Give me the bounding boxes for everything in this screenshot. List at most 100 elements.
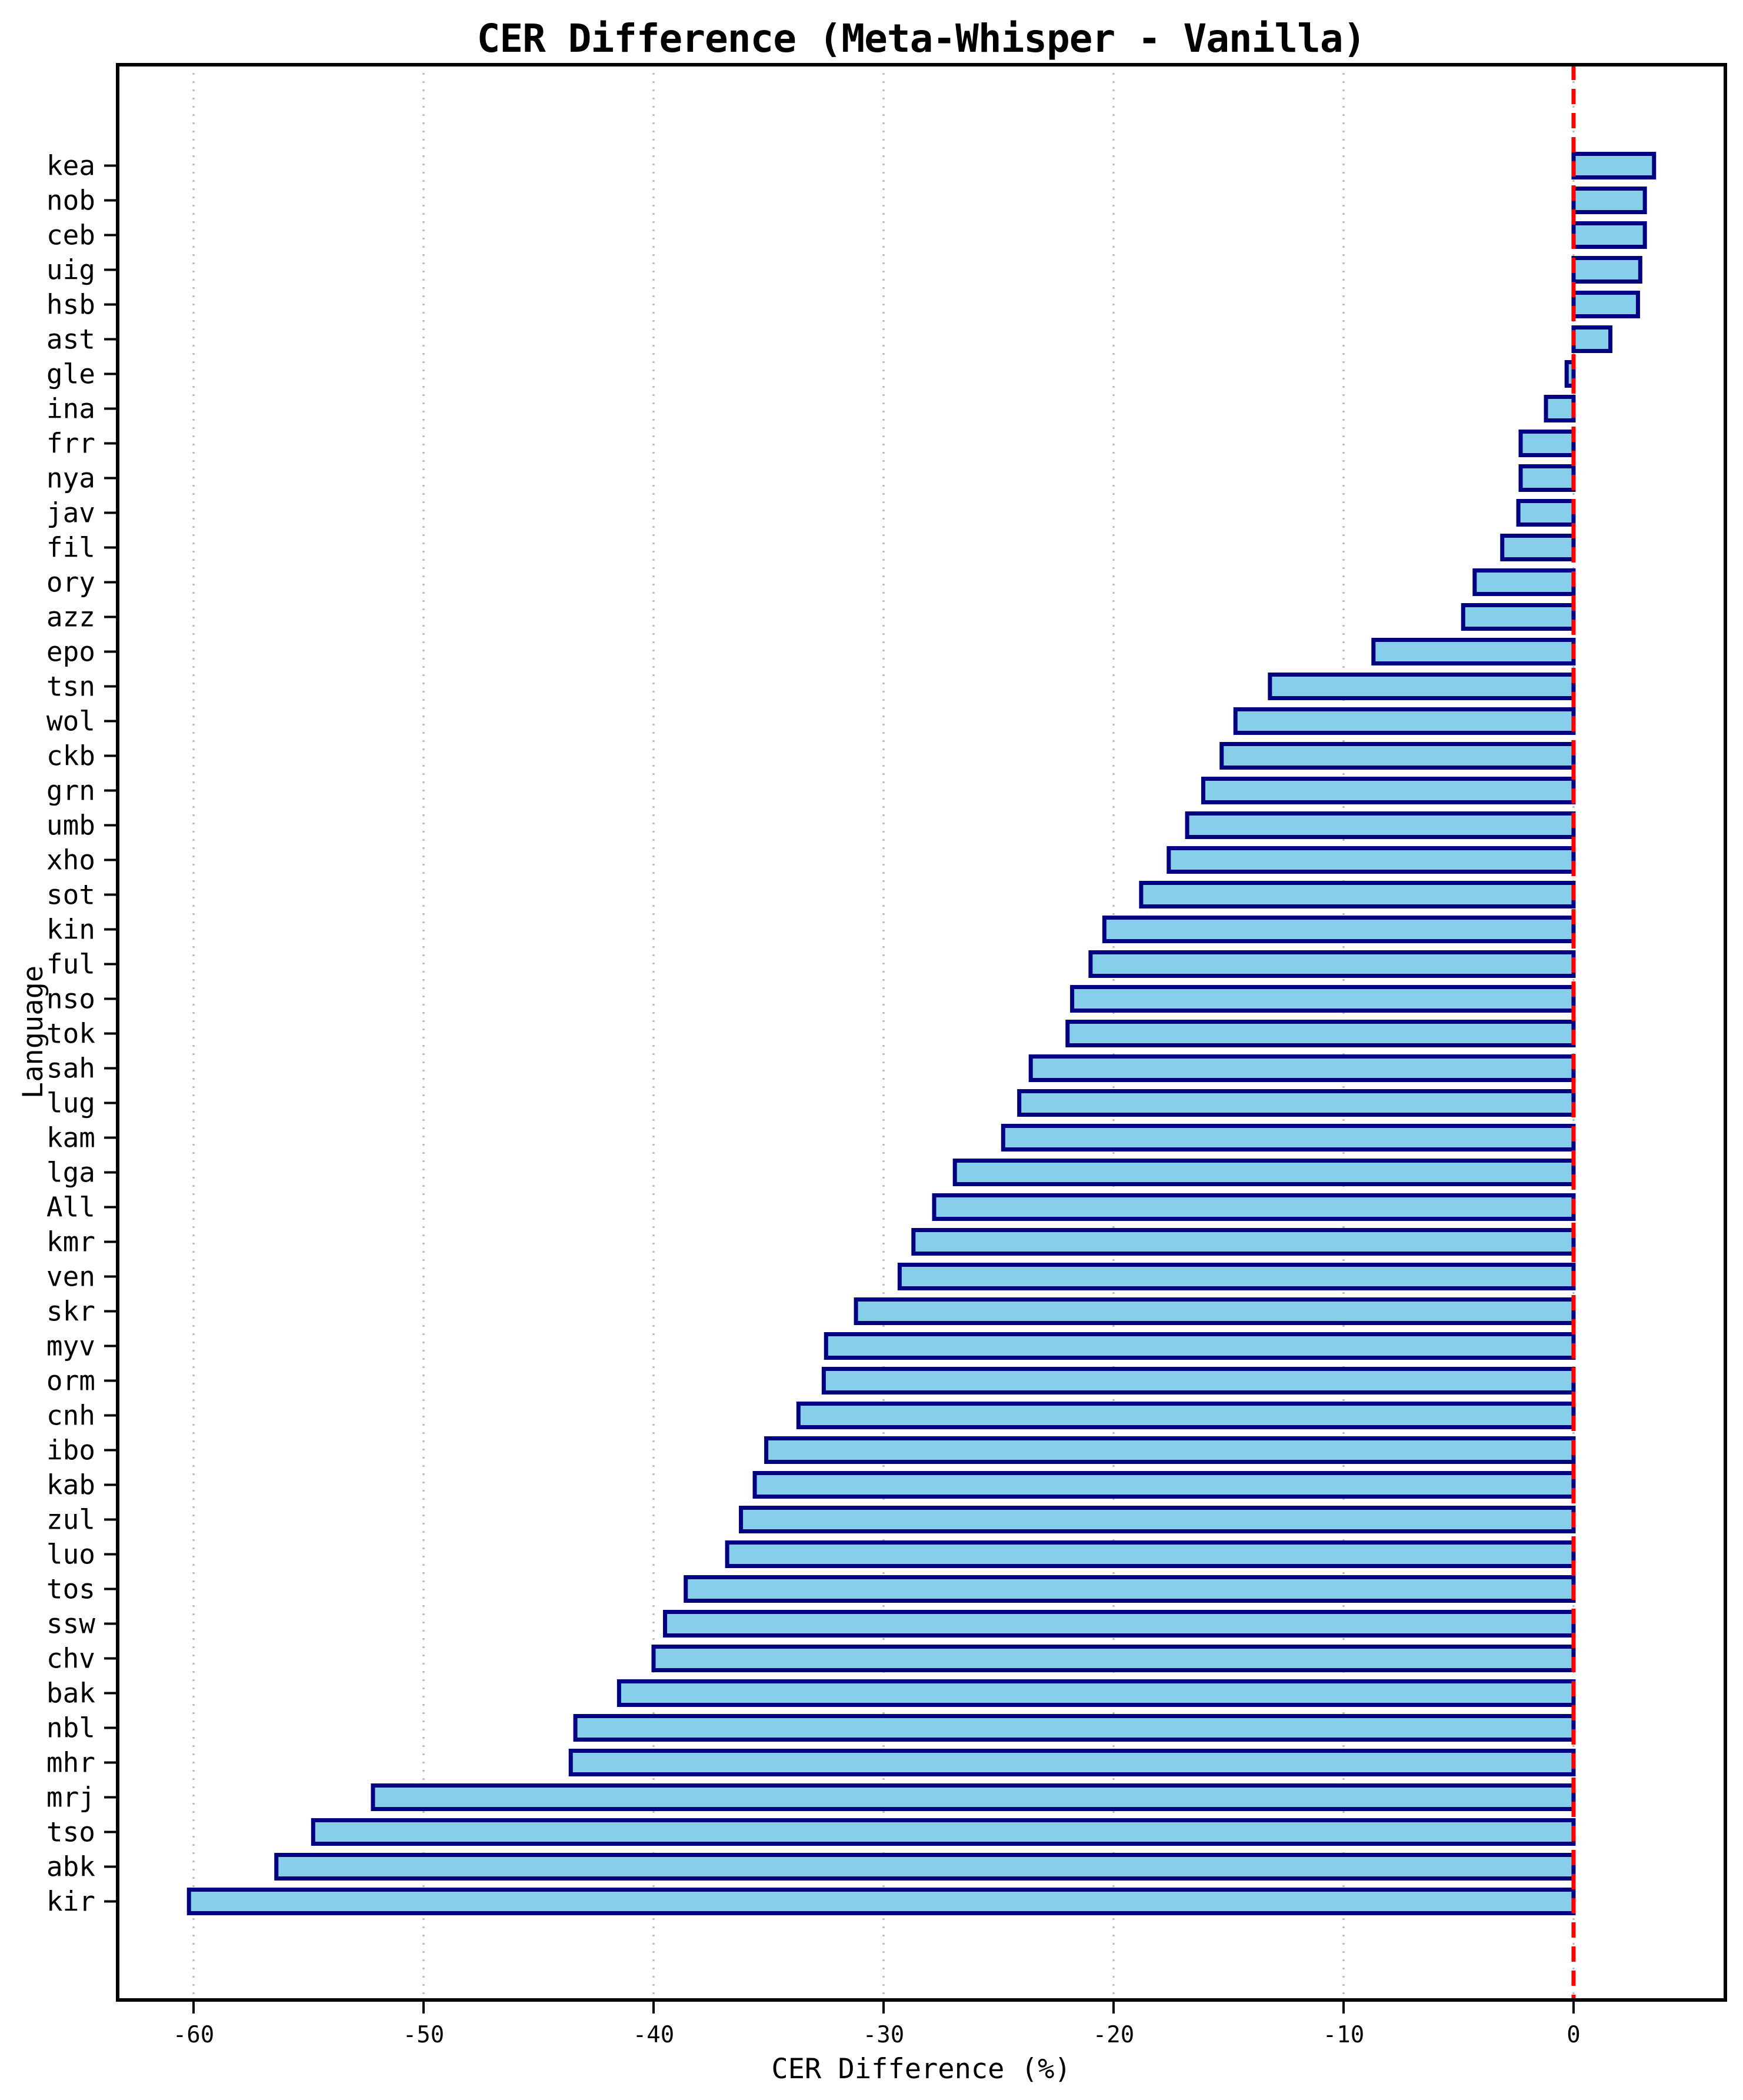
bar-azz	[1461, 603, 1576, 631]
y-tick-label: ssw	[46, 1608, 95, 1640]
y-tick-label: bak	[46, 1678, 95, 1709]
bar-ven	[897, 1263, 1576, 1290]
bar-kin	[1102, 916, 1576, 943]
bar-myv	[824, 1332, 1576, 1360]
y-tick-label: tso	[46, 1816, 95, 1848]
y-axis-label: Language	[17, 966, 49, 1099]
bar-ibo	[764, 1436, 1576, 1464]
y-tick-label: azz	[46, 601, 95, 633]
y-tick-label: cnh	[46, 1400, 95, 1432]
bar-ory	[1472, 568, 1576, 596]
bar-sah	[1028, 1054, 1576, 1082]
y-tick-label: ceb	[46, 219, 95, 251]
y-tick-label: xho	[46, 844, 95, 876]
y-tick-label: abk	[46, 1851, 95, 1883]
y-tick-label: ful	[46, 949, 95, 980]
bar-lug	[1017, 1089, 1576, 1117]
bar-nbl	[573, 1714, 1576, 1742]
bar-mhr	[568, 1749, 1576, 1776]
x-tick-label: -60	[173, 2022, 214, 2048]
bar-nob	[1571, 187, 1647, 214]
bar-ssw	[663, 1610, 1576, 1638]
bar-nso	[1070, 985, 1576, 1013]
x-tick-label: -20	[1093, 2022, 1134, 2048]
y-tick-label: ina	[46, 393, 95, 425]
y-tick-label: ckb	[46, 740, 95, 772]
bar-xho	[1167, 846, 1576, 874]
bar-ast	[1571, 325, 1613, 353]
y-tick-label: orm	[46, 1365, 95, 1397]
bar-kmr	[911, 1228, 1576, 1256]
y-tick-label: nob	[46, 185, 95, 217]
bar-kam	[1001, 1124, 1576, 1151]
y-tick-label: ven	[46, 1261, 95, 1293]
y-tick-label: tok	[46, 1018, 95, 1050]
bar-wol	[1233, 707, 1576, 735]
bar-lga	[952, 1159, 1576, 1186]
bar-zul	[739, 1506, 1576, 1533]
y-tick-label: hsb	[46, 289, 95, 321]
bar-tso	[311, 1818, 1576, 1846]
bar-All	[932, 1193, 1576, 1221]
y-tick-label: jav	[46, 497, 95, 529]
y-tick-label: lga	[46, 1157, 95, 1189]
x-tick-label: -30	[863, 2022, 904, 2048]
bar-abk	[274, 1853, 1576, 1881]
bar-ina	[1544, 395, 1576, 422]
y-tick-label: frr	[46, 428, 95, 460]
bar-uig	[1571, 256, 1642, 284]
bar-orm	[821, 1367, 1576, 1395]
x-tick-label: 0	[1567, 2022, 1580, 2048]
bar-sot	[1139, 881, 1576, 908]
y-tick-label: tos	[46, 1573, 95, 1605]
bar-ckb	[1219, 742, 1576, 770]
bar-hsb	[1571, 291, 1640, 318]
bar-tok	[1065, 1020, 1576, 1047]
bar-epo	[1371, 638, 1576, 665]
y-tick-label: kmr	[46, 1226, 95, 1258]
y-tick-label: sot	[46, 879, 95, 911]
y-tick-label: kea	[46, 150, 95, 182]
y-tick-label: kam	[46, 1122, 95, 1154]
y-tick-label: nya	[46, 462, 95, 494]
y-tick-label: ast	[46, 324, 95, 355]
bar-kir	[186, 1888, 1576, 1915]
y-tick-label: chv	[46, 1643, 95, 1675]
y-tick-label: kin	[46, 914, 95, 946]
bar-kea	[1571, 152, 1657, 179]
bar-cnh	[796, 1402, 1576, 1429]
y-tick-label: sah	[46, 1053, 95, 1084]
y-tick-label: skr	[46, 1296, 95, 1327]
y-tick-label: uig	[46, 254, 95, 286]
bar-skr	[854, 1297, 1576, 1325]
y-tick-label: grn	[46, 775, 95, 807]
y-tick-label: zul	[46, 1504, 95, 1536]
bar-fil	[1500, 534, 1576, 561]
y-tick-label: All	[46, 1192, 95, 1223]
bar-frr	[1518, 430, 1576, 457]
y-tick-label: mrj	[46, 1782, 95, 1813]
y-tick-label: nbl	[46, 1712, 95, 1744]
x-tick-label: -50	[403, 2022, 444, 2048]
bars	[186, 152, 1657, 1915]
bar-grn	[1201, 777, 1576, 804]
y-tick-label: ory	[46, 567, 95, 598]
bar-kab	[752, 1471, 1576, 1499]
bar-tsn	[1268, 673, 1576, 700]
axis-ticks: -60 -50 -40 -30 -20 -10 0 keanobcebuighsbastgle…	[46, 150, 1581, 2049]
y-tick-label: gle	[46, 358, 95, 390]
y-tick-label: lug	[46, 1087, 95, 1119]
bar-mrj	[371, 1783, 1576, 1811]
bar-ceb	[1571, 221, 1647, 249]
bar-ful	[1088, 950, 1576, 978]
y-tick-label: nso	[46, 983, 95, 1015]
bar-bak	[616, 1679, 1576, 1707]
y-tick-label: mhr	[46, 1747, 95, 1779]
bar-umb	[1185, 811, 1576, 839]
x-axis-label: CER Difference (%)	[771, 2053, 1071, 2085]
chart-title: CER Difference (Meta-Whisper - Vanilla)	[477, 16, 1366, 61]
y-tick-label: myv	[46, 1330, 95, 1362]
bar-nya	[1518, 464, 1576, 492]
